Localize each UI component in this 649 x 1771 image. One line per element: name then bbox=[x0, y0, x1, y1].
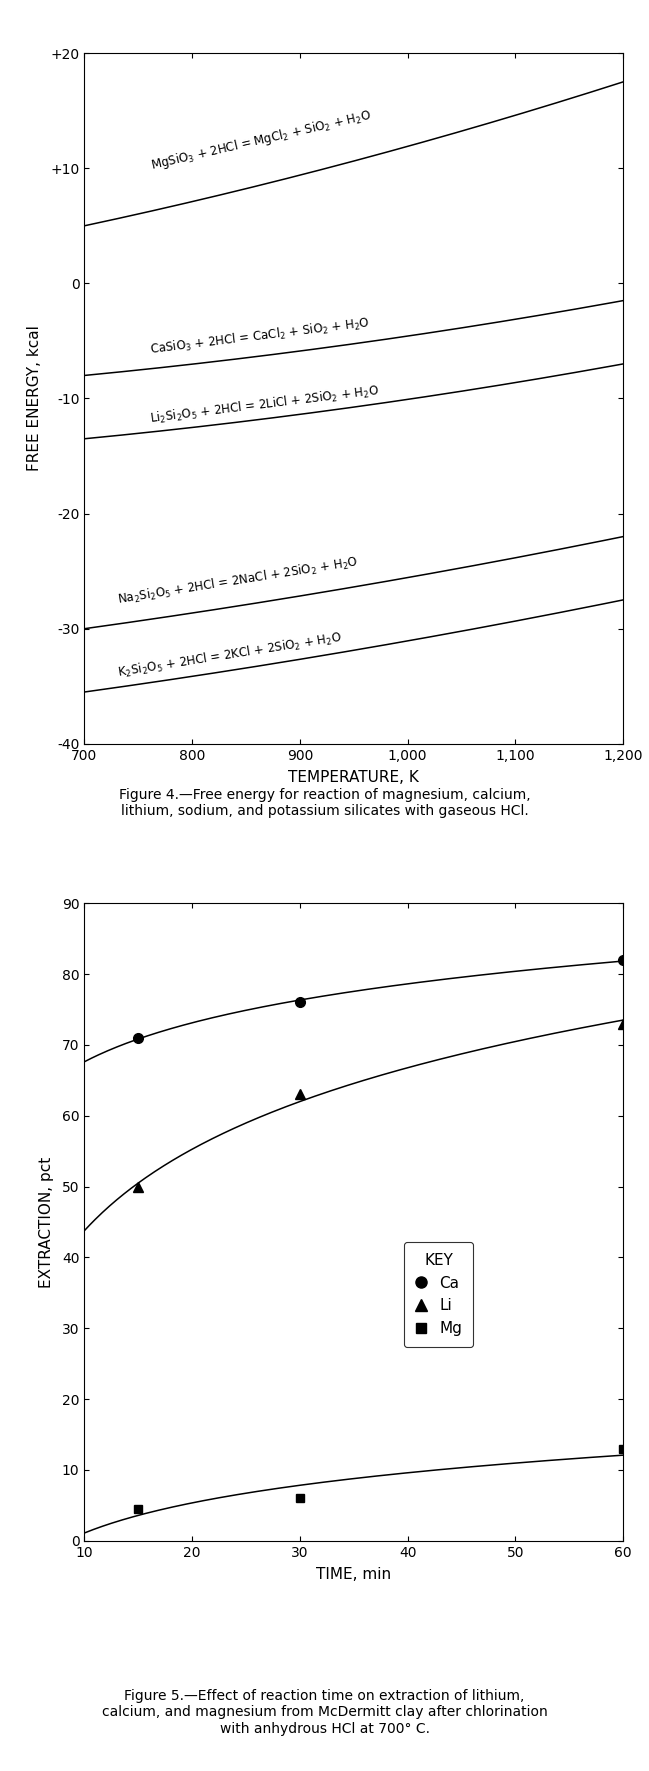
X-axis label: TEMPERATURE, K: TEMPERATURE, K bbox=[288, 770, 419, 785]
Text: Li$_2$Si$_2$O$_5$ + 2HCl = 2LiCl + 2SiO$_2$ + H$_2$O: Li$_2$Si$_2$O$_5$ + 2HCl = 2LiCl + 2SiO$… bbox=[149, 383, 380, 427]
Text: K$_2$Si$_2$O$_5$ + 2HCl = 2KCl + 2SiO$_2$ + H$_2$O: K$_2$Si$_2$O$_5$ + 2HCl = 2KCl + 2SiO$_2… bbox=[117, 629, 343, 680]
X-axis label: TIME, min: TIME, min bbox=[316, 1567, 391, 1582]
Text: Figure 4.—Free energy for reaction of magnesium, calcium,
lithium, sodium, and p: Figure 4.—Free energy for reaction of ma… bbox=[119, 788, 530, 818]
Text: Figure 5.—Effect of reaction time on extraction of lithium,
calcium, and magnesi: Figure 5.—Effect of reaction time on ext… bbox=[102, 1690, 547, 1736]
Y-axis label: FREE ENERGY, kcal: FREE ENERGY, kcal bbox=[27, 326, 42, 471]
Text: MgSiO$_3$ + 2HCl = MgCl$_2$ + SiO$_2$ + H$_2$O: MgSiO$_3$ + 2HCl = MgCl$_2$ + SiO$_2$ + … bbox=[149, 106, 373, 174]
Legend: Ca, Li, Mg: Ca, Li, Mg bbox=[404, 1243, 473, 1346]
Text: CaSiO$_3$ + 2HCl = CaCl$_2$ + SiO$_2$ + H$_2$O: CaSiO$_3$ + 2HCl = CaCl$_2$ + SiO$_2$ + … bbox=[149, 315, 371, 358]
Text: Na$_2$Si$_2$O$_5$ + 2HCl = 2NaCl + 2SiO$_2$ + H$_2$O: Na$_2$Si$_2$O$_5$ + 2HCl = 2NaCl + 2SiO$… bbox=[117, 554, 360, 607]
Y-axis label: EXTRACTION, pct: EXTRACTION, pct bbox=[38, 1156, 54, 1288]
